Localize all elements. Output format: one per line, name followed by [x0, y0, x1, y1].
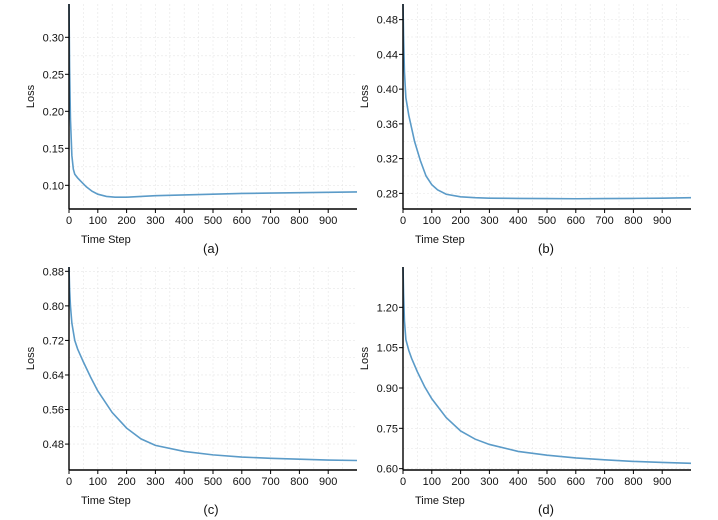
panel-c-xtick-label-2: 200 — [117, 476, 135, 488]
panel-c-loss-line — [68, 266, 358, 462]
panel-d-ytick-label-3: 1.05 — [377, 343, 398, 355]
panel-d-x-ticks: 0 100 200 300 400 500 600 700 800 900 — [400, 470, 671, 488]
panel-d-ytick-label-4: 1.20 — [377, 302, 398, 314]
panel-b-ytick-label-3: 0.40 — [377, 84, 398, 96]
panel-b-ytick-label-4: 0.44 — [377, 49, 398, 61]
panel-d-xtick-label-5: 500 — [538, 476, 556, 488]
panel-d-xtick-label-8: 800 — [624, 476, 642, 488]
panel-d-xtick-label-6: 600 — [567, 476, 585, 488]
panel-b-xlabel: Time Step — [415, 234, 465, 246]
panel-a-xlabel: Time Step — [81, 234, 131, 246]
panel-a-ytick-label-2: 0.20 — [43, 106, 64, 118]
panel-b-ytick-label-1: 0.32 — [377, 154, 398, 166]
panel-c-ylabel: Loss — [25, 346, 37, 370]
panel-a-ytick-label-0: 0.10 — [43, 180, 64, 192]
panel-d-xtick-label-2: 200 — [451, 476, 469, 488]
panel-d-xtick-label-4: 400 — [509, 476, 527, 488]
panel-a-caption: (a) — [203, 241, 219, 256]
panel-b-xtick-label-6: 600 — [567, 215, 585, 227]
panel-b-caption: (b) — [538, 241, 554, 256]
panel-d: 0.60 0.75 0.90 1.05 1.20 0 100 200 300 400 500 600… — [359, 266, 692, 517]
panel-c-xlabel: Time Step — [81, 495, 131, 507]
panel-a: 0.10 0.15 0.20 0.25 0.30 0 100 200 300 400 500 600… — [25, 3, 358, 256]
panel-d-xtick-label-3: 300 — [480, 476, 498, 488]
panel-b-loss-line — [402, 3, 692, 200]
panel-b-xtick-label-5: 500 — [538, 215, 556, 227]
panel-c-xtick-label-3: 300 — [146, 476, 164, 488]
panel-b-ytick-label-2: 0.36 — [377, 119, 398, 131]
panel-a-loss-line — [68, 3, 358, 198]
panel-c-xtick-label-6: 600 — [233, 476, 251, 488]
panel-c-ytick-label-3: 0.72 — [43, 335, 64, 347]
panel-a-grid — [68, 4, 357, 209]
panel-b-xtick-label-3: 300 — [480, 215, 498, 227]
panel-a-xtick-label-6: 600 — [233, 215, 251, 227]
panel-d-xlabel: Time Step — [415, 495, 465, 507]
panel-b: 0.28 0.32 0.36 0.40 0.44 0.48 0 100 200 300 400 50… — [359, 3, 692, 256]
panel-b-xtick-label-7: 700 — [595, 215, 613, 227]
panel-b-y-ticks: 0.28 0.32 0.36 0.40 0.44 0.48 — [377, 15, 403, 200]
panel-b-xtick-label-9: 900 — [653, 215, 671, 227]
panel-c-grid — [68, 267, 357, 470]
panel-d-xtick-label-1: 100 — [423, 476, 441, 488]
panel-c-ytick-label-5: 0.88 — [43, 266, 64, 278]
panel-a-xtick-label-0: 0 — [66, 215, 72, 227]
panel-b-ylabel: Loss — [359, 84, 371, 108]
panel-b-xtick-label-1: 100 — [423, 215, 441, 227]
panel-a-xtick-label-2: 200 — [117, 215, 135, 227]
panel-c-ytick-label-1: 0.56 — [43, 405, 64, 417]
panel-d-ytick-label-0: 0.60 — [377, 464, 398, 476]
panel-d-ytick-label-1: 0.75 — [377, 423, 398, 435]
panel-a-y-ticks: 0.10 0.15 0.20 0.25 0.30 — [43, 32, 69, 192]
panel-c-x-ticks: 0 100 200 300 400 500 600 700 800 900 — [66, 470, 337, 488]
panel-a-ytick-label-1: 0.15 — [43, 143, 64, 155]
panel-a-x-ticks: 0 100 200 300 400 500 600 700 800 900 — [66, 209, 337, 227]
panel-c-y-ticks: 0.48 0.56 0.64 0.72 0.80 0.88 — [43, 266, 69, 451]
panel-b-xtick-label-0: 0 — [400, 215, 406, 227]
panel-c-xtick-label-1: 100 — [89, 476, 107, 488]
panel-a-xtick-label-4: 400 — [175, 215, 193, 227]
panel-d-xtick-label-0: 0 — [400, 476, 406, 488]
panel-a-xtick-label-1: 100 — [89, 215, 107, 227]
panel-b-grid — [402, 4, 691, 209]
panel-b-xtick-label-8: 800 — [624, 215, 642, 227]
panel-c: 0.48 0.56 0.64 0.72 0.80 0.88 0 100 200 300 400 50… — [25, 266, 358, 517]
panel-b-ytick-label-0: 0.28 — [377, 188, 398, 200]
panel-c-xtick-label-9: 900 — [319, 476, 337, 488]
panel-c-ytick-label-4: 0.80 — [43, 301, 64, 313]
panel-c-xtick-label-5: 500 — [204, 476, 222, 488]
panel-d-y-ticks: 0.60 0.75 0.90 1.05 1.20 — [377, 302, 403, 476]
panel-a-xtick-label-3: 300 — [146, 215, 164, 227]
panel-c-xtick-label-8: 800 — [290, 476, 308, 488]
panel-d-caption: (d) — [538, 502, 554, 517]
panel-b-ytick-label-5: 0.48 — [377, 15, 398, 27]
panel-d-loss-line — [402, 266, 692, 465]
panel-c-xtick-label-7: 700 — [261, 476, 279, 488]
panel-a-ytick-label-4: 0.30 — [43, 32, 64, 44]
panel-c-ytick-label-0: 0.48 — [43, 439, 64, 451]
panel-b-xtick-label-2: 200 — [451, 215, 469, 227]
panel-b-x-ticks: 0 100 200 300 400 500 600 700 800 900 — [400, 209, 671, 227]
panel-a-ytick-label-3: 0.25 — [43, 69, 64, 81]
panel-d-grid — [402, 267, 691, 470]
panel-d-xtick-label-9: 900 — [653, 476, 671, 488]
panel-a-xtick-label-5: 500 — [204, 215, 222, 227]
panel-c-ytick-label-2: 0.64 — [43, 370, 64, 382]
panel-b-xtick-label-4: 400 — [509, 215, 527, 227]
panel-d-ylabel: Loss — [359, 346, 371, 370]
panel-c-caption: (c) — [203, 502, 218, 517]
panel-c-xtick-label-0: 0 — [66, 476, 72, 488]
panel-d-xtick-label-7: 700 — [595, 476, 613, 488]
panel-a-ylabel: Loss — [25, 84, 37, 108]
panel-a-xtick-label-9: 900 — [319, 215, 337, 227]
panel-a-xtick-label-8: 800 — [290, 215, 308, 227]
panel-d-ytick-label-2: 0.90 — [377, 383, 398, 395]
panel-c-xtick-label-4: 400 — [175, 476, 193, 488]
panel-a-xtick-label-7: 700 — [261, 215, 279, 227]
